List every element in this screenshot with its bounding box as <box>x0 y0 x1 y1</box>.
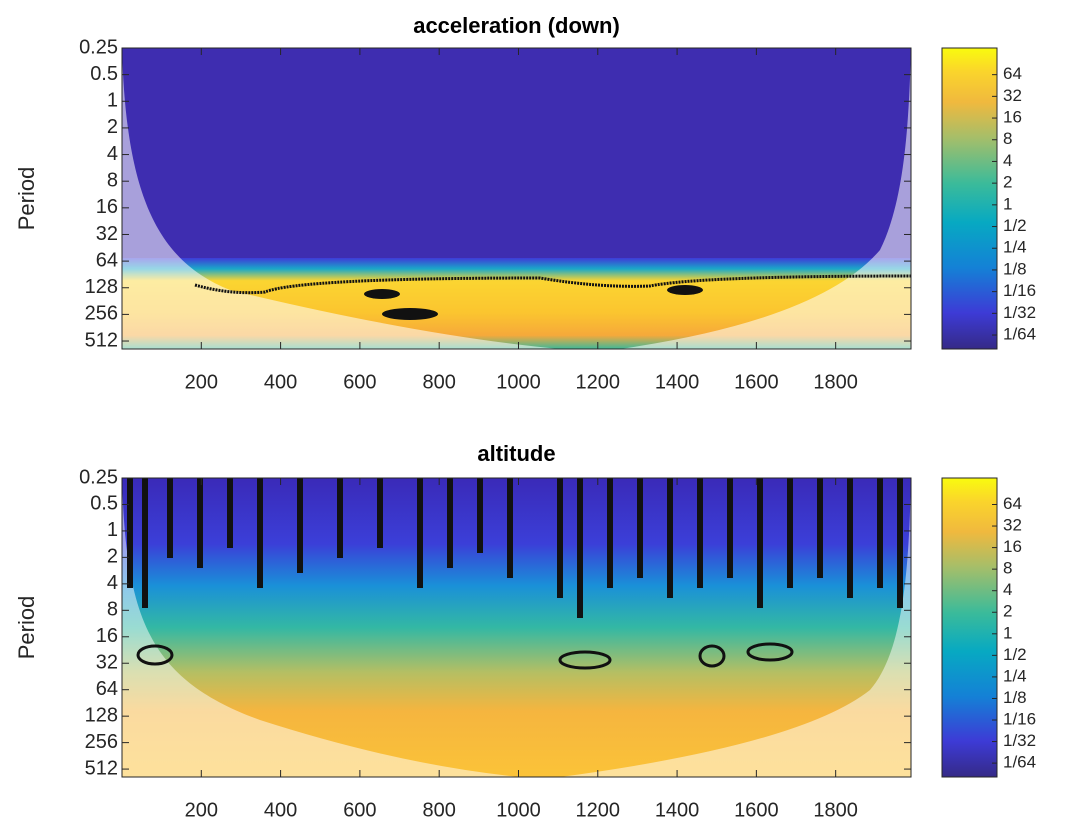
y-axis-label: Period <box>14 167 39 231</box>
colorbar-tick-label: 1/8 <box>1003 259 1027 278</box>
colorbar-tick-label: 2 <box>1003 173 1012 192</box>
y-tick-label: 0.5 <box>90 493 118 515</box>
x-tick-label: 1200 <box>576 371 621 393</box>
colorbar <box>941 47 998 350</box>
x-tick-label: 800 <box>422 371 455 393</box>
y-tick-label: 1 <box>107 90 118 112</box>
colorbar-tick-label: 1/32 <box>1003 303 1036 322</box>
colorbar-tick-label: 1/16 <box>1003 281 1036 300</box>
colorbar-tick-label: 1/64 <box>1003 753 1036 772</box>
y-tick-label: 4 <box>107 572 118 594</box>
x-tick-label: 1400 <box>655 799 700 821</box>
y-tick-label: 4 <box>107 143 118 165</box>
x-tick-label: 1800 <box>813 799 858 821</box>
x-tick-label: 1800 <box>813 371 858 393</box>
colorbar-tick-label: 1/16 <box>1003 710 1036 729</box>
colorbar-tick-label: 2 <box>1003 602 1012 621</box>
colorbar-tick-label: 1/4 <box>1003 238 1027 257</box>
x-tick-label: 200 <box>185 371 218 393</box>
y-tick-label: 2 <box>107 546 118 568</box>
x-tick-label: 400 <box>264 371 297 393</box>
colorbar-tick-label: 4 <box>1003 580 1012 599</box>
x-tick-label: 1200 <box>576 799 621 821</box>
x-tick-label: 1000 <box>496 371 541 393</box>
y-tick-label: 512 <box>85 757 118 779</box>
y-tick-label: 64 <box>96 678 118 700</box>
x-tick-label: 1600 <box>734 371 779 393</box>
x-tick-label: 200 <box>185 799 218 821</box>
y-tick-label: 32 <box>96 652 118 674</box>
colorbar-tick-label: 32 <box>1003 516 1022 535</box>
x-tick-label: 1400 <box>655 371 700 393</box>
x-tick-label: 1600 <box>734 799 779 821</box>
x-tick-label: 800 <box>422 799 455 821</box>
chart-title: altitude <box>477 441 555 466</box>
colorbar-tick-label: 1 <box>1003 194 1012 213</box>
axes-box <box>121 477 912 778</box>
colorbar-tick-label: 16 <box>1003 108 1022 127</box>
colorbar-tick-label: 1/2 <box>1003 645 1027 664</box>
colorbar <box>941 477 998 778</box>
y-tick-label: 64 <box>96 249 118 271</box>
y-tick-label: 256 <box>85 303 118 325</box>
colorbar-tick-label: 1/4 <box>1003 666 1027 685</box>
spectrum-image <box>122 48 912 777</box>
y-tick-label: 16 <box>96 625 118 647</box>
axes-box <box>121 47 912 350</box>
x-tick-label: 400 <box>264 799 297 821</box>
y-tick-label: 2 <box>107 116 118 138</box>
y-tick-label: 128 <box>85 276 118 298</box>
y-tick-label: 128 <box>85 704 118 726</box>
colorbar-tick-label: 16 <box>1003 537 1022 556</box>
x-tick-label: 600 <box>343 799 376 821</box>
y-tick-label: 16 <box>96 196 118 218</box>
colorbar-tick-label: 64 <box>1003 64 1022 83</box>
colorbar-tick-label: 1 <box>1003 623 1012 642</box>
y-tick-label: 0.5 <box>90 63 118 85</box>
chart-title: acceleration (down) <box>413 13 620 38</box>
y-tick-label: 8 <box>107 599 118 621</box>
y-tick-label: 1 <box>107 519 118 541</box>
colorbar-tick-label: 1/64 <box>1003 325 1036 344</box>
y-tick-label: 32 <box>96 223 118 245</box>
colorbar-tick-label: 8 <box>1003 129 1012 148</box>
colorbar-tick-label: 1/8 <box>1003 688 1027 707</box>
colorbar-tick-label: 1/32 <box>1003 731 1036 750</box>
y-tick-label: 512 <box>85 329 118 351</box>
y-tick-label: 256 <box>85 731 118 753</box>
colorbar-tick-label: 32 <box>1003 86 1022 105</box>
y-tick-label: 0.25 <box>79 36 118 58</box>
y-tick-label: 0.25 <box>79 466 118 488</box>
x-tick-label: 600 <box>343 371 376 393</box>
colorbar-tick-label: 1/2 <box>1003 216 1027 235</box>
y-axis-label: Period <box>14 596 39 660</box>
x-tick-label: 1000 <box>496 799 541 821</box>
colorbar-tick-label: 4 <box>1003 151 1012 170</box>
y-tick-label: 8 <box>107 169 118 191</box>
colorbar-tick-label: 64 <box>1003 494 1022 513</box>
colorbar-tick-label: 8 <box>1003 559 1012 578</box>
